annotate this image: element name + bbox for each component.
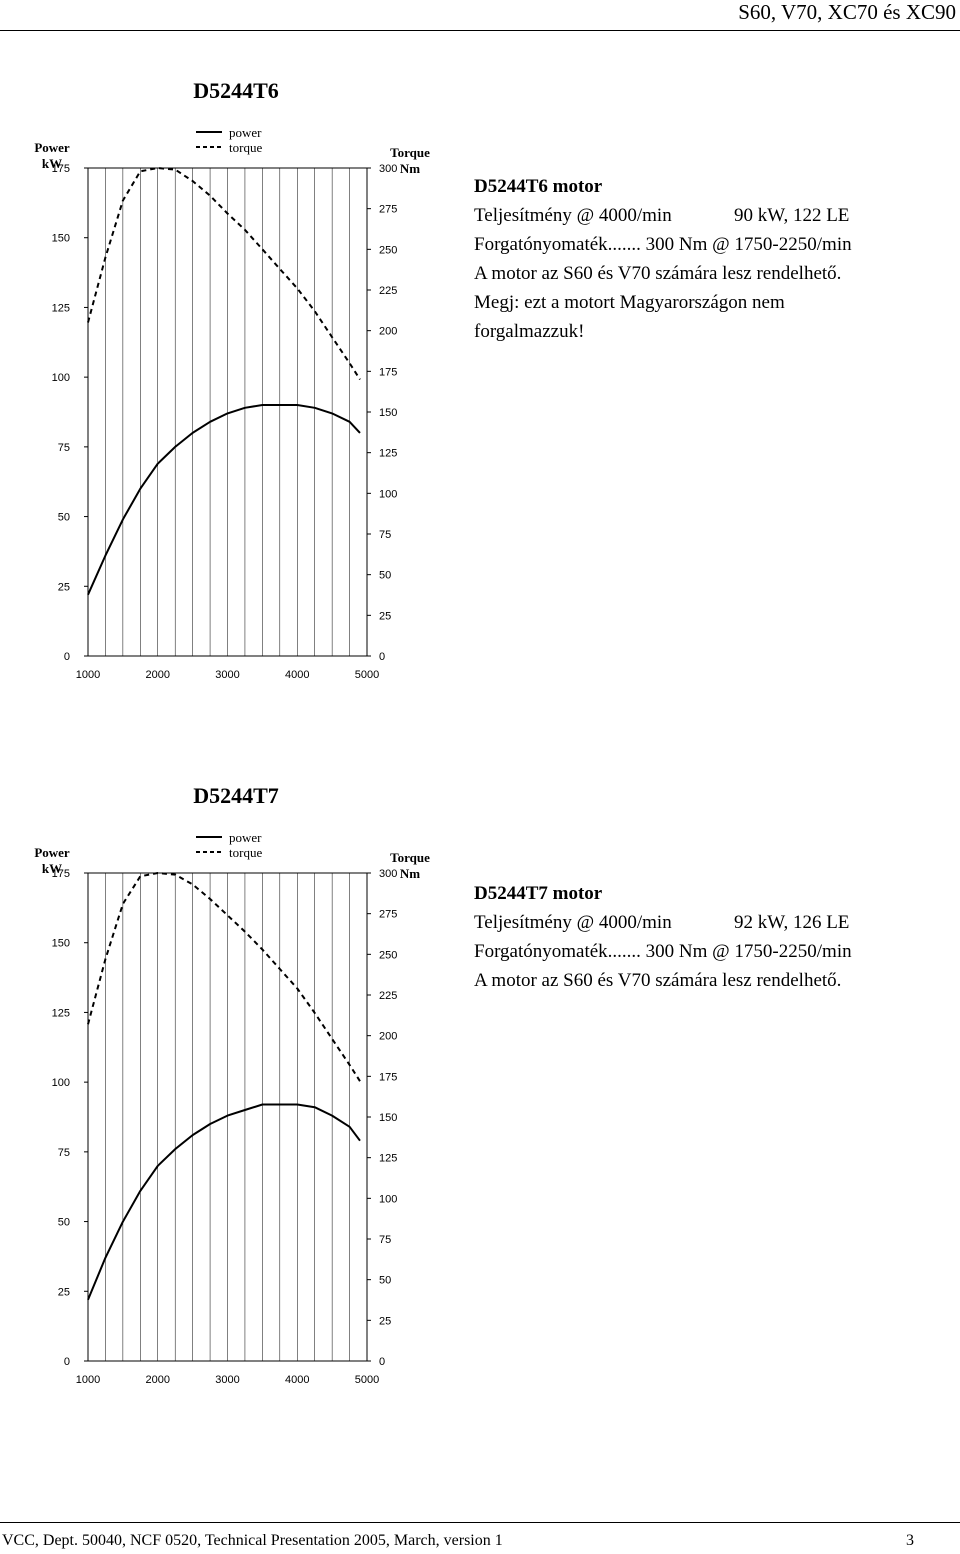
right-tick-label: 75 — [379, 1234, 391, 1246]
right-tick-label: 175 — [379, 1071, 397, 1083]
right-tick-label: 50 — [379, 1275, 391, 1287]
engine-info-title: D5244T6 motor — [474, 176, 603, 197]
grid — [105, 873, 350, 1361]
legend-torque-label: torque — [229, 845, 262, 860]
legend-torque-label: torque — [229, 140, 262, 155]
torque-row: Forgatónyomaték....... 300 Nm @ 1750-225… — [474, 941, 852, 962]
x-tick-label: 4000 — [285, 669, 309, 681]
x-tick-label: 3000 — [215, 669, 239, 681]
left-axis-unit: kW — [42, 156, 62, 171]
x-tick-label: 5000 — [355, 669, 379, 681]
right-tick-label: 25 — [379, 610, 391, 622]
chart-title: D5244T6 — [193, 78, 279, 103]
grid — [105, 168, 350, 656]
left-axis-title: Power — [34, 140, 70, 155]
right-axis-unit: Nm — [400, 866, 420, 881]
right-tick-label: 300 — [379, 868, 397, 880]
left-tick-label: 150 — [52, 233, 70, 245]
power-row: Teljesítmény @ 4000/min 92 kW, 126 LE — [474, 908, 852, 937]
right-tick-label: 100 — [379, 488, 397, 500]
right-tick-label: 250 — [379, 949, 397, 961]
left-tick-label: 175 — [52, 163, 70, 175]
power-label: Teljesítmény @ 4000/min — [474, 912, 672, 933]
footer-text: VCC, Dept. 50040, NCF 0520, Technical Pr… — [2, 1532, 503, 1549]
left-tick-label: 0 — [64, 1356, 70, 1368]
x-tick-label: 4000 — [285, 1374, 309, 1386]
right-tick-label: 200 — [379, 1031, 397, 1043]
x-tick-label: 1000 — [76, 669, 100, 681]
right-tick-label: 125 — [379, 448, 397, 460]
legend-power-label: power — [229, 830, 262, 845]
right-tick-label: 100 — [379, 1193, 397, 1205]
x-tick-label: 3000 — [215, 1374, 239, 1386]
right-tick-label: 275 — [379, 204, 397, 216]
right-tick-label: 250 — [379, 244, 397, 256]
x-tick-label: 2000 — [146, 669, 170, 681]
left-tick-label: 25 — [58, 1286, 70, 1298]
right-tick-label: 300 — [379, 163, 397, 175]
chart-title: D5244T7 — [193, 783, 279, 808]
right-tick-label: 25 — [379, 1315, 391, 1327]
power-row: Teljesítmény @ 4000/min 90 kW, 122 LE — [474, 201, 852, 230]
torque-row: Forgatónyomaték....... 300 Nm @ 1750-225… — [474, 234, 852, 255]
note-line-1: Megj: ezt a motort Magyarországon nem — [474, 292, 785, 313]
right-tick-label: 0 — [379, 651, 385, 663]
right-axis-unit: Nm — [400, 161, 420, 176]
left-axis-unit: kW — [42, 861, 62, 876]
torque-curve — [87, 167, 361, 381]
engine-info-title: D5244T7 motor — [474, 883, 603, 904]
left-tick-label: 50 — [58, 512, 70, 524]
left-axis-title: Power — [34, 845, 70, 860]
left-tick-label: 175 — [52, 868, 70, 880]
footer-divider — [0, 1522, 960, 1523]
engine-info-d5244t7: D5244T7 motor Teljesítmény @ 4000/min 92 … — [474, 879, 852, 995]
left-tick-label: 100 — [52, 372, 70, 384]
engine-info-d5244t6: D5244T6 motor Teljesítmény @ 4000/min 90 … — [474, 172, 852, 346]
left-tick-label: 125 — [52, 302, 70, 314]
right-tick-label: 225 — [379, 285, 397, 297]
left-tick-label: 100 — [52, 1077, 70, 1089]
availability-text: A motor az S60 és V70 számára lesz rende… — [474, 970, 842, 991]
right-tick-label: 175 — [379, 366, 397, 378]
power-value: 92 kW, 126 LE — [734, 912, 850, 933]
right-axis-title: Torque — [390, 850, 430, 865]
left-tick-label: 0 — [64, 651, 70, 663]
right-tick-label: 0 — [379, 1356, 385, 1368]
page-number: 3 — [906, 1532, 914, 1549]
right-axis-title: Torque — [390, 145, 430, 160]
right-tick-label: 150 — [379, 1112, 397, 1124]
power-label: Teljesítmény @ 4000/min — [474, 205, 672, 226]
right-tick-label: 75 — [379, 529, 391, 541]
power-curve — [87, 1103, 361, 1301]
x-tick-label: 5000 — [355, 1374, 379, 1386]
page-header: S60, V70, XC70 és XC90 — [738, 0, 956, 24]
torque-curve — [87, 872, 361, 1082]
right-tick-label: 125 — [379, 1153, 397, 1165]
left-tick-label: 75 — [58, 1147, 70, 1159]
x-tick-label: 1000 — [76, 1374, 100, 1386]
legend-power-label: power — [229, 125, 262, 140]
right-tick-label: 275 — [379, 909, 397, 921]
right-tick-label: 200 — [379, 326, 397, 338]
left-tick-label: 125 — [52, 1007, 70, 1019]
header-divider — [0, 30, 960, 31]
power-value: 90 kW, 122 LE — [734, 205, 850, 226]
availability-text: A motor az S60 és V70 számára lesz rende… — [474, 263, 842, 284]
right-tick-label: 225 — [379, 990, 397, 1002]
left-tick-label: 150 — [52, 938, 70, 950]
power-curve — [87, 404, 361, 596]
left-tick-label: 50 — [58, 1217, 70, 1229]
right-tick-label: 50 — [379, 570, 391, 582]
left-tick-label: 25 — [58, 581, 70, 593]
x-tick-label: 2000 — [146, 1374, 170, 1386]
left-tick-label: 75 — [58, 442, 70, 454]
note-line-2: forgalmazzuk! — [474, 321, 585, 342]
right-tick-label: 150 — [379, 407, 397, 419]
